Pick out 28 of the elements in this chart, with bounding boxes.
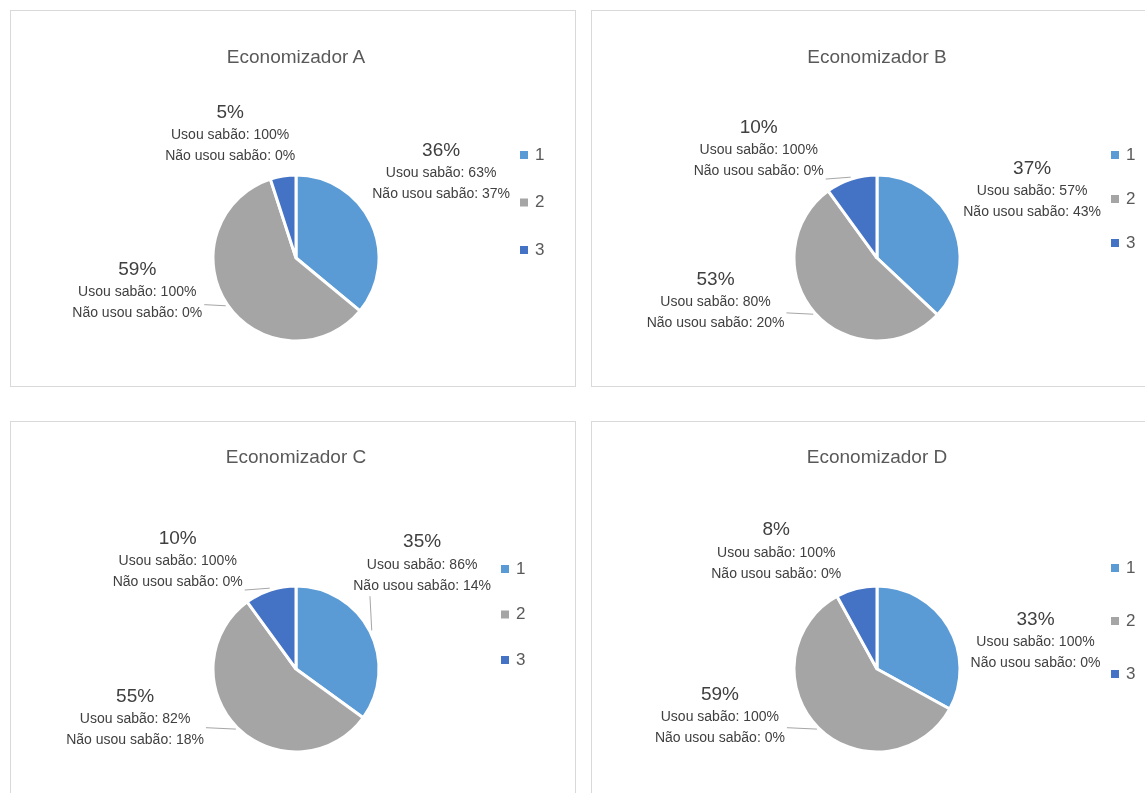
legend-label: 2 [1126,610,1136,630]
data-label: 35% Usou sabão: 86% Não usou sabão: 14% [353,530,491,593]
legend-label: 2 [535,192,545,212]
chart-title: Economizador C [225,446,367,468]
legend-label: 3 [1126,232,1136,252]
legend-label: 1 [535,144,545,164]
legend-label: 3 [516,649,526,669]
data-label: 55% Usou sabão: 82% Não usou sabão: 18% [66,684,204,747]
legend-label: 3 [535,239,545,259]
data-label: 59% Usou sabão: 100% Não usou sabão: 0% [72,257,203,320]
chart-title: Economizador B [807,46,947,68]
chart-title: Economizador A [226,46,366,68]
data-label: 5% Usou sabão: 100% Não usou sabão: 0% [165,100,296,163]
data-label: 10% Usou sabão: 100% Não usou sabão: 0% [693,116,824,179]
data-label: 8% Usou sabão: 100% Não usou sabão: 0% [711,518,842,581]
data-label: 59% Usou sabão: 100% Não usou sabão: 0% [654,683,785,746]
chart-title: Economizador D [806,446,948,468]
legend-label: 1 [1126,144,1136,164]
legend-label: 2 [1126,188,1136,208]
data-label: 33% Usou sabão: 100% Não usou sabão: 0% [970,608,1101,671]
data-label: 37% Usou sabão: 57% Não usou sabão: 43% [963,157,1101,220]
legend-label: 1 [1126,557,1136,577]
legend-label: 3 [1126,663,1136,683]
legend-label: 2 [516,604,526,624]
data-label: 36% Usou sabão: 63% Não usou sabão: 37% [372,139,510,202]
data-label: 53% Usou sabão: 80% Não usou sabão: 20% [646,267,785,331]
data-label: 10% Usou sabão: 100% Não usou sabão: 0% [112,527,243,590]
legend-label: 1 [516,558,526,578]
